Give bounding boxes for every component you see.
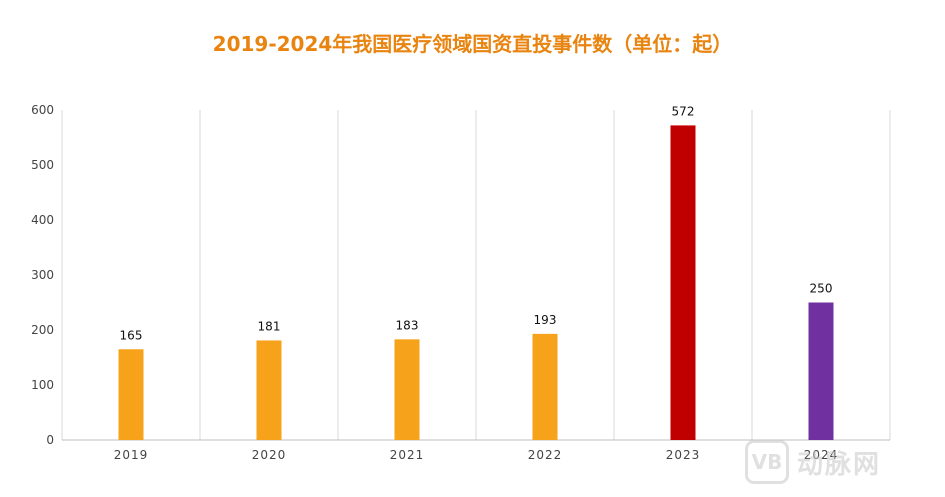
x-tick-label-2021: 2021 [390, 448, 425, 462]
chart-title: 2019-2024年我国医疗领域国资直投事件数（单位：起） [212, 32, 733, 56]
watermark-logo: VB [745, 440, 789, 484]
data-label-2020: 181 [258, 319, 281, 333]
x-tick-label-2020: 2020 [252, 448, 287, 462]
y-tick-label: 0 [46, 433, 54, 447]
y-tick-label: 500 [31, 158, 54, 172]
x-tick-label-2023: 2023 [666, 448, 701, 462]
data-label-2024: 250 [810, 282, 833, 296]
bar-2021 [394, 339, 420, 440]
y-tick-label: 100 [31, 378, 54, 392]
data-label-2019: 165 [120, 328, 143, 342]
data-label-2021: 183 [396, 318, 419, 332]
y-tick-label: 400 [31, 213, 54, 227]
watermark: VB 动脉网 [745, 440, 881, 484]
bar-2024 [808, 302, 834, 440]
data-label-2022: 193 [534, 313, 557, 327]
y-tick-label: 600 [31, 103, 54, 117]
bar-2019 [118, 349, 144, 440]
bar-2020 [256, 340, 282, 440]
watermark-brand: 动脉网 [797, 449, 882, 480]
x-tick-label-2022: 2022 [528, 448, 563, 462]
bar-2022 [532, 333, 558, 440]
y-tick-label: 200 [31, 323, 54, 337]
bar-2023 [670, 125, 696, 441]
data-label-2023: 572 [672, 104, 695, 118]
y-tick-label: 300 [31, 268, 54, 282]
x-tick-label-2024: 2024 [804, 448, 839, 462]
x-tick-label-2019: 2019 [114, 448, 149, 462]
